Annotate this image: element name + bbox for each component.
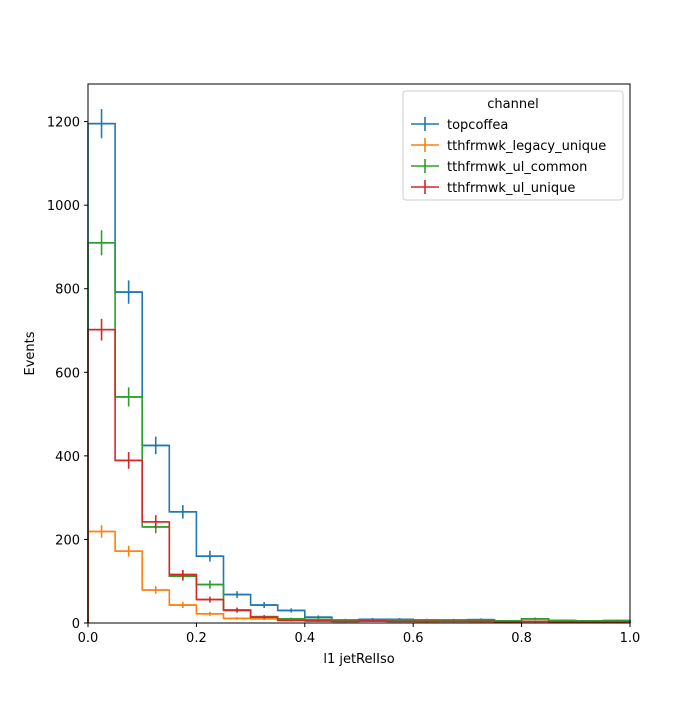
y-tick-label: 0	[72, 617, 80, 632]
y-tick-label: 800	[55, 283, 80, 298]
x-tick-label: 0.8	[511, 631, 532, 646]
y-tick-label: 1000	[47, 199, 80, 214]
x-tick-label: 0.2	[186, 631, 207, 646]
x-tick-label: 0.4	[294, 631, 315, 646]
x-axis-ticks: 0.0 0.2 0.4 0.6 0.8 1.0	[78, 623, 641, 646]
y-tick-label: 1200	[47, 116, 80, 131]
legend-item: tthfrmwk_legacy_unique	[411, 138, 606, 154]
y-axis-label: Events	[23, 331, 38, 375]
step-line-tthfrmwk_ul_unique	[87, 328, 631, 623]
legend-title: channel	[487, 97, 538, 112]
legend-label: tthfrmwk_ul_unique	[447, 181, 575, 196]
legend-box	[402, 90, 624, 201]
series-layer	[87, 109, 631, 623]
y-axis-ticks: 0 200 400 600 800 1000 1200	[47, 116, 88, 632]
legend-label: tthfrmwk_legacy_unique	[447, 139, 606, 154]
y-tick-label: 600	[55, 366, 80, 381]
series-tthfrmwk_ul_unique	[87, 318, 631, 623]
y-tick-label: 400	[55, 450, 80, 465]
x-tick-label: 1.0	[620, 631, 641, 646]
x-axis-label: l1 jetRelIso	[323, 652, 394, 667]
legend-item: tthfrmwk_ul_common	[411, 159, 587, 175]
legend-items: topcoffea tthfrmwk_legacy_unique tthfrmwk_…	[411, 117, 606, 196]
plot-frame	[87, 83, 631, 624]
x-tick-label: 0.0	[78, 631, 99, 646]
legend-label: tthfrmwk_ul_common	[447, 160, 587, 175]
legend-item: tthfrmwk_ul_unique	[411, 180, 575, 196]
y-tick-label: 200	[55, 533, 80, 548]
legend: channel topcoffeatthfrmwk_legacy_uniquet…	[402, 90, 624, 201]
legend-item: topcoffea	[411, 117, 508, 133]
x-tick-label: 0.6	[403, 631, 424, 646]
legend-label: topcoffea	[447, 118, 508, 133]
